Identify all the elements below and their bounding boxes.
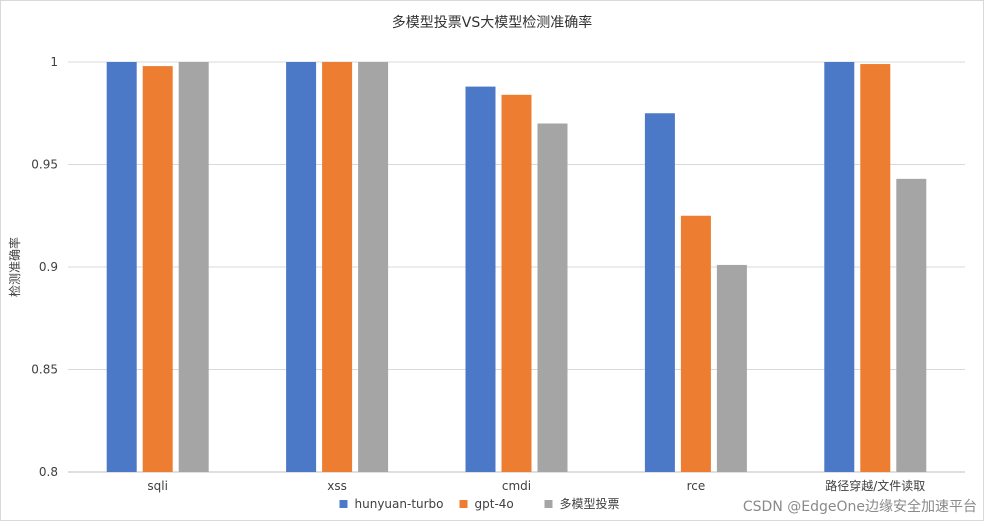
bar <box>106 62 137 472</box>
bar <box>358 62 389 472</box>
bar <box>178 62 209 472</box>
x-tick-label: cmdi <box>502 479 531 493</box>
chart-title: 多模型投票VS大模型检测准确率 <box>392 14 592 31</box>
legend-item: 多模型投票 <box>544 496 620 511</box>
x-axis: sqli xss cmdi rce 路径穿越/文件读取 <box>147 478 925 493</box>
y-tick-label: 1 <box>50 55 58 69</box>
y-axis-title: 检测准确率 <box>7 237 22 297</box>
legend: hunyuan-turbo gpt-4o 多模型投票 <box>339 496 620 511</box>
legend-swatch <box>544 500 553 508</box>
bar <box>860 64 891 473</box>
x-tick-label: 路径穿越/文件读取 <box>825 478 925 493</box>
x-tick-label: xss <box>327 479 347 493</box>
y-tick-label: 0.9 <box>39 260 58 274</box>
legend-swatch <box>339 500 348 508</box>
legend-swatch <box>459 500 468 508</box>
x-tick-label: sqli <box>147 479 168 493</box>
bar <box>824 62 855 472</box>
legend-label: gpt-4o <box>475 497 514 511</box>
bar <box>142 66 173 472</box>
bar <box>716 264 747 472</box>
legend-label: 多模型投票 <box>560 496 620 511</box>
bar <box>537 123 568 472</box>
legend-item: gpt-4o <box>459 497 514 511</box>
y-tick-label: 0.8 <box>39 465 58 479</box>
bar <box>680 215 711 472</box>
watermark-text: CSDN @EdgeOne边缘安全加速平台 <box>743 498 977 515</box>
x-tick-label: rce <box>687 479 706 493</box>
bar <box>465 86 496 472</box>
legend-label: hunyuan-turbo <box>355 497 444 511</box>
bar <box>322 62 353 472</box>
bar <box>286 62 317 472</box>
legend-item: hunyuan-turbo <box>339 497 444 511</box>
bar <box>896 178 927 472</box>
bar <box>644 113 675 472</box>
y-tick-label: 0.95 <box>31 158 58 172</box>
y-tick-label: 0.85 <box>31 363 58 377</box>
bar <box>501 94 532 473</box>
bars-layer <box>106 62 927 473</box>
